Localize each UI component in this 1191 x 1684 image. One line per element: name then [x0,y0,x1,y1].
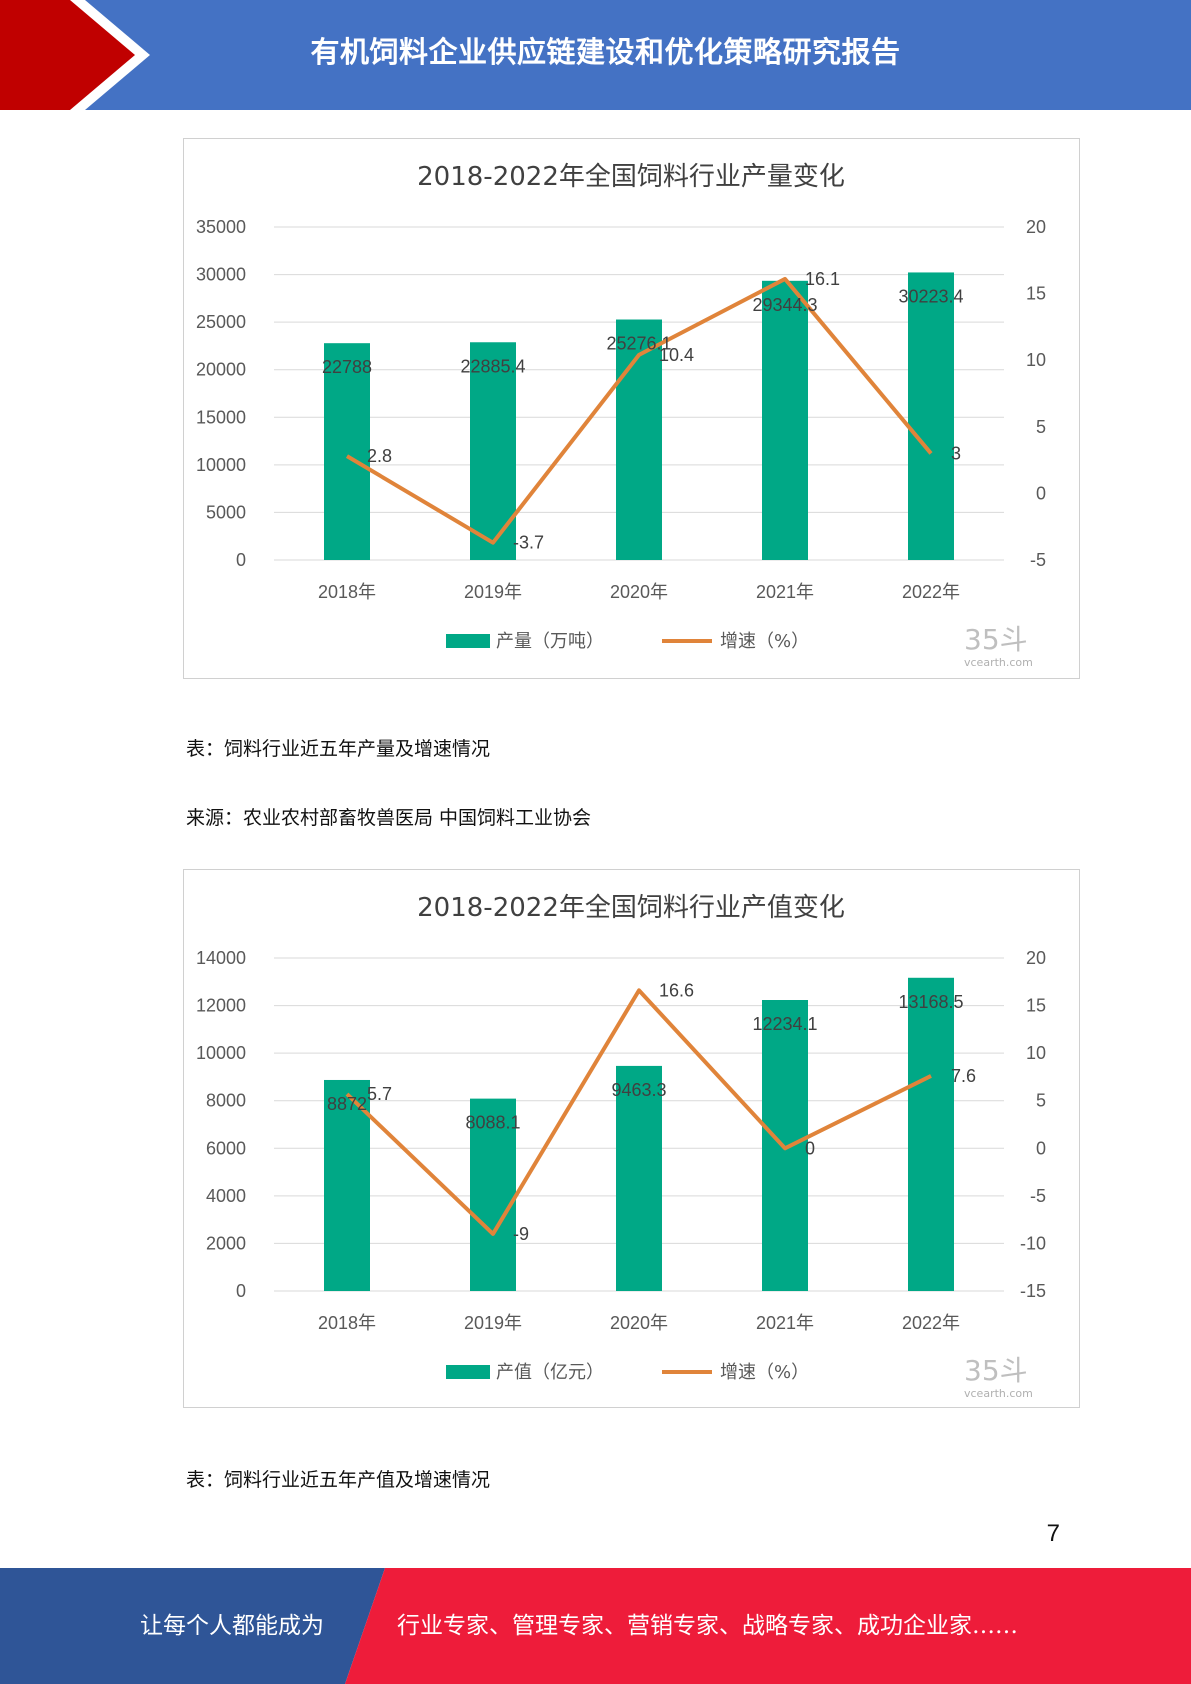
watermark-url: vcearth.com [964,656,1033,669]
growth-line [345,988,932,1236]
line-value-label: 3 [951,443,961,463]
y-tick-label: 6000 [206,1138,246,1158]
x-tick-label: 2019年 [464,582,522,602]
page-footer: 让每个人都能成为 行业专家、管理专家、营销专家、战略专家、成功企业家…… [0,1568,1191,1684]
watermark-logo: 35斗 [964,1354,1028,1387]
y2-tick-label: 20 [1026,948,1046,968]
report-title: 有机饲料企业供应链建设和优化策略研究报告 [310,35,901,69]
footer-slogan-left: 让每个人都能成为 [140,1613,324,1639]
y2-tick-label: -10 [1020,1233,1046,1253]
chart2-caption: 表：饲料行业近五年产值及增速情况 [186,1469,491,1491]
line-value-label: 0 [805,1138,815,1158]
y-tick-label: 2000 [206,1233,246,1253]
line-value-label: 16.1 [805,269,840,289]
y-tick-label: 15000 [196,407,246,427]
y2-tick-label: 15 [1026,996,1046,1016]
line-value-label: -9 [513,1224,529,1244]
y2-tick-label: 5 [1036,1091,1046,1111]
legend-bar-swatch [446,1365,490,1379]
bar [324,343,370,560]
header-red-chevron [0,0,150,110]
page-header: 有机饲料企业供应链建设和优化策略研究报告 [0,0,1191,110]
production-chart: 2018-2022年全国饲料行业产量变化 35000 30000 25000 20000… [183,138,1080,679]
y2-tick-label: 10 [1026,1043,1046,1063]
chart1-caption: 表：饲料行业近五年产量及增速情况 [186,738,491,760]
legend-line-label: 增速（%） [720,631,809,652]
legend-bar-label: 产值（亿元） [496,1362,604,1383]
x-tick-label: 2021年 [756,582,814,602]
bar [616,319,662,560]
legend-line-label: 增速（%） [720,1362,809,1383]
y2-tick-label: 20 [1026,217,1046,237]
watermark-logo: 35斗 [964,623,1028,656]
bar [762,280,808,560]
y-tick-label: 25000 [196,312,246,332]
output-value-chart: 2018-2022年全国饲料行业产值变化 14000 12000 10000 8000 6… [183,869,1080,1408]
growth-line [345,276,933,545]
bar [324,1079,370,1291]
y2-tick-label: 0 [1036,483,1046,503]
bar-value-label: 8088.1 [465,1113,520,1133]
production-chart-svg: 2018-2022年全国饲料行业产量变化35000300002500020000… [196,162,1046,669]
y-tick-label: 12000 [196,996,246,1016]
x-tick-label: 2018年 [318,582,376,602]
source-caption: 来源：农业农村部畜牧兽医局 中国饲料工业协会 [186,807,592,829]
bar [908,272,954,560]
x-tick-label: 2018年 [318,1313,376,1333]
chart-title: 2018-2022年全国饲料行业产值变化 [417,893,845,923]
line-value-label: 16.6 [659,980,694,1000]
line-value-label: 5.7 [367,1084,392,1104]
y-tick-label: 35000 [196,217,246,237]
y-tick-label: 4000 [206,1186,246,1206]
bar-value-label: 22788 [322,357,372,377]
y-tick-label: 0 [236,550,246,570]
y-tick-label: 20000 [196,360,246,380]
bar-value-label: 30223.4 [898,286,963,306]
y2-tick-label: -15 [1020,1281,1046,1301]
page-number: 7 [1046,1520,1060,1547]
bar [616,1065,662,1291]
x-tick-label: 2020年 [610,1313,668,1333]
bar-value-label: 13168.5 [898,992,963,1012]
y-tick-label: 0 [236,1281,246,1301]
watermark-url: vcearth.com [964,1387,1033,1400]
y-tick-label: 14000 [196,948,246,968]
y2-tick-label: -5 [1030,1186,1046,1206]
line-value-label: 2.8 [367,446,392,466]
footer-slogan-right: 行业专家、管理专家、营销专家、战略专家、成功企业家…… [397,1613,1018,1639]
bar-value-label: 12234.1 [752,1014,817,1034]
x-tick-label: 2022年 [902,582,960,602]
y2-tick-label: 0 [1036,1138,1046,1158]
y2-tick-label: 15 [1026,284,1046,304]
bar-value-label: 22885.4 [460,356,525,376]
y-tick-label: 8000 [206,1091,246,1111]
x-tick-label: 2020年 [610,582,668,602]
y-tick-label: 10000 [196,1043,246,1063]
y2-tick-label: 5 [1036,417,1046,437]
bar-value-label: 25276.1 [606,334,671,354]
chart-title: 2018-2022年全国饲料行业产量变化 [417,162,845,192]
y2-tick-label: 10 [1026,350,1046,370]
output-value-chart-svg: 2018-2022年全国饲料行业产值变化14000120001000080006… [196,893,1046,1400]
y-tick-label: 30000 [196,265,246,285]
footer-background [0,1568,1191,1684]
bar-value-label: 8872 [327,1094,367,1114]
bar-value-label: 29344.3 [752,295,817,315]
bar [908,977,954,1291]
y-tick-label: 5000 [206,502,246,522]
bar-value-label: 9463.3 [611,1080,666,1100]
x-tick-label: 2019年 [464,1313,522,1333]
x-tick-label: 2021年 [756,1313,814,1333]
legend-bar-swatch [446,634,490,648]
bar [470,1098,516,1291]
line-value-label: 7.6 [951,1066,976,1086]
line-value-label: 10.4 [659,345,694,365]
y-tick-label: 10000 [196,455,246,475]
y2-tick-label: -5 [1030,550,1046,570]
x-tick-label: 2022年 [902,1313,960,1333]
line-value-label: -3.7 [513,533,544,553]
legend-bar-label: 产量（万吨） [496,631,604,652]
